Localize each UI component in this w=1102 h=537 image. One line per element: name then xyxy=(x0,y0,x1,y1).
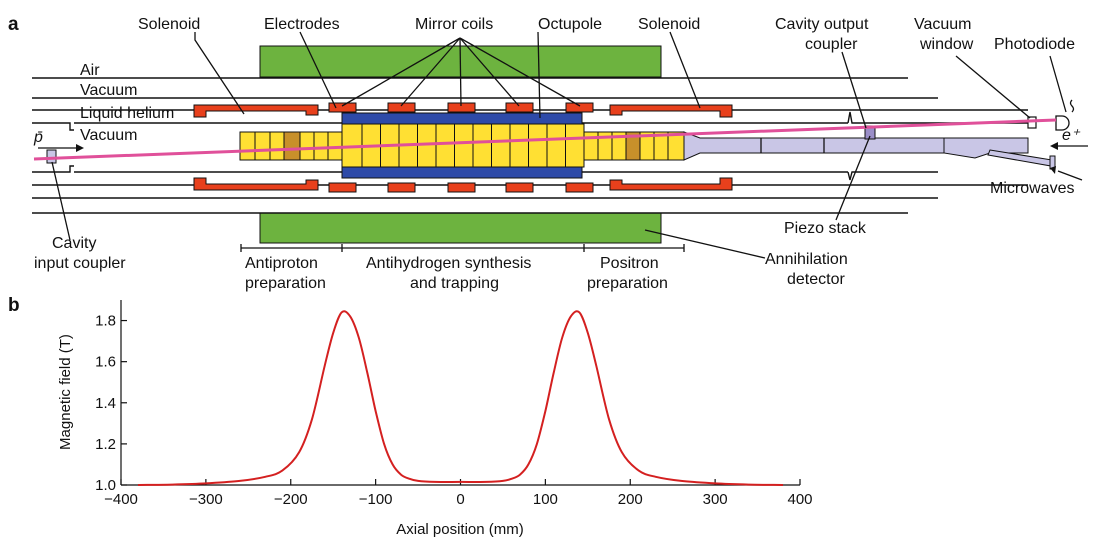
label-cavity-input-coupler-1: Cavity xyxy=(52,235,96,252)
x-tick-label: −100 xyxy=(359,491,393,508)
solenoid-coil-left xyxy=(193,104,319,191)
label-piezo-stack: Piezo stack xyxy=(784,220,867,237)
x-tick-label: 400 xyxy=(787,491,812,508)
panel-a: a xyxy=(8,14,1088,292)
eplus-arrow xyxy=(1050,142,1088,150)
label-vacuum-window-1: Vacuum xyxy=(914,16,972,33)
label-antihydrogen-2: and trapping xyxy=(410,275,499,292)
x-tick-label: 300 xyxy=(703,491,728,508)
cavity-input-coupler xyxy=(46,149,57,164)
y-tick-label: 1.2 xyxy=(95,436,116,453)
label-electrodes: Electrodes xyxy=(264,16,340,33)
leader-lines xyxy=(51,31,1067,259)
microwaves-arrow xyxy=(1050,166,1083,181)
label-antihydrogen-1: Antihydrogen synthesis xyxy=(366,255,531,272)
x-tick-label: 200 xyxy=(618,491,643,508)
panel-b-letter: b xyxy=(8,295,20,316)
chart-plot-area: −400 −300 −200 −100 0 100 200 300 400 1.0 1.2 1.4 1.… xyxy=(95,300,813,508)
x-tick-label: −300 xyxy=(189,491,223,508)
label-liquid-helium: Liquid helium xyxy=(80,105,174,122)
label-cavity-output-coupler-1: Cavity output xyxy=(775,16,869,33)
label-solenoid-right: Solenoid xyxy=(638,16,700,33)
label-antiproton-prep-2: preparation xyxy=(245,275,326,292)
label-vacuum-window-2: window xyxy=(919,36,974,53)
chart-ylabel: Magnetic field (T) xyxy=(57,334,74,450)
label-solenoid-left: Solenoid xyxy=(138,16,200,33)
pbar-arrow xyxy=(38,144,84,152)
y-tick-label: 1.8 xyxy=(95,313,116,330)
y-tick-label: 1.6 xyxy=(95,354,116,371)
y-tick-label: 1.4 xyxy=(95,395,116,412)
label-cavity-output-coupler-2: coupler xyxy=(805,36,858,53)
x-tick-label: 100 xyxy=(533,491,558,508)
microwave-cavity xyxy=(683,131,945,161)
solenoid-coil-right xyxy=(609,104,733,191)
label-eplus: e⁺ xyxy=(1062,127,1081,144)
label-annihilation-1: Annihilation xyxy=(765,251,848,268)
label-positron-prep-2: preparation xyxy=(587,275,668,292)
x-tick-label: −400 xyxy=(104,491,138,508)
label-cavity-input-coupler-2: input coupler xyxy=(34,255,126,272)
octupole-bottom xyxy=(341,166,583,179)
electrodes xyxy=(239,123,685,168)
photodiode-signal xyxy=(1069,99,1075,113)
label-pbar: p̄ xyxy=(33,129,43,146)
label-octupole: Octupole xyxy=(538,16,602,33)
label-positron-prep-1: Positron xyxy=(600,255,659,272)
label-air: Air xyxy=(80,62,100,79)
mirror-coils xyxy=(328,102,594,193)
region-brackets xyxy=(240,244,685,252)
y-tick-label: 1.0 xyxy=(95,477,116,494)
label-photodiode: Photodiode xyxy=(994,36,1075,53)
photodiode xyxy=(1055,115,1070,131)
label-annihilation-2: detector xyxy=(787,271,845,288)
octupole-top xyxy=(341,112,583,125)
label-microwaves: Microwaves xyxy=(990,180,1074,197)
chart-xlabel: Axial position (mm) xyxy=(396,521,524,537)
label-vacuum-outer: Vacuum xyxy=(80,82,138,99)
panel-b: b −400 −300 −200 −100 0 100 200 300 400 1.0 1.2 1.4… xyxy=(8,295,813,537)
x-tick-label: 0 xyxy=(456,491,464,508)
x-tick-label: −200 xyxy=(274,491,308,508)
label-mirror-coils: Mirror coils xyxy=(415,16,493,33)
label-antiproton-prep-1: Antiproton xyxy=(245,255,318,272)
series-line xyxy=(137,310,784,486)
label-vacuum-inner: Vacuum xyxy=(80,127,138,144)
solenoid-magnet-bottom xyxy=(259,212,662,244)
laser-beam xyxy=(33,118,1057,161)
cavity-divisions xyxy=(760,138,825,153)
panel-a-letter: a xyxy=(8,14,19,35)
